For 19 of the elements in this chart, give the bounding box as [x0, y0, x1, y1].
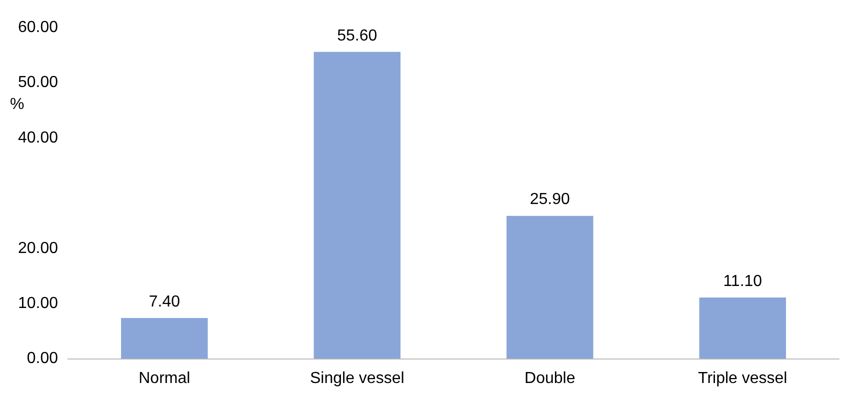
y-tick-label: 50.00 — [18, 74, 58, 92]
x-tick-label: Triple vessel — [698, 370, 788, 387]
y-tick-label: 20.00 — [18, 240, 58, 257]
data-label: 25.90 — [530, 191, 570, 208]
x-tick-label: Normal — [138, 370, 190, 387]
y-tick-label: 10.00 — [18, 295, 58, 312]
data-label: 11.10 — [723, 272, 762, 290]
y-axis-title: % — [10, 96, 24, 114]
data-label: 55.60 — [337, 27, 378, 44]
data-label: 7.40 — [148, 293, 180, 310]
x-tick-label: Double — [524, 370, 576, 387]
y-tick-label: 60.00 — [18, 19, 58, 36]
x-tick-label: Single vessel — [310, 370, 404, 387]
bar — [699, 298, 786, 359]
bar — [506, 216, 594, 359]
y-tick-label: 40.00 — [18, 129, 58, 146]
bar — [314, 52, 401, 359]
bar — [121, 318, 208, 359]
y-tick-label: 0.00 — [26, 350, 58, 368]
